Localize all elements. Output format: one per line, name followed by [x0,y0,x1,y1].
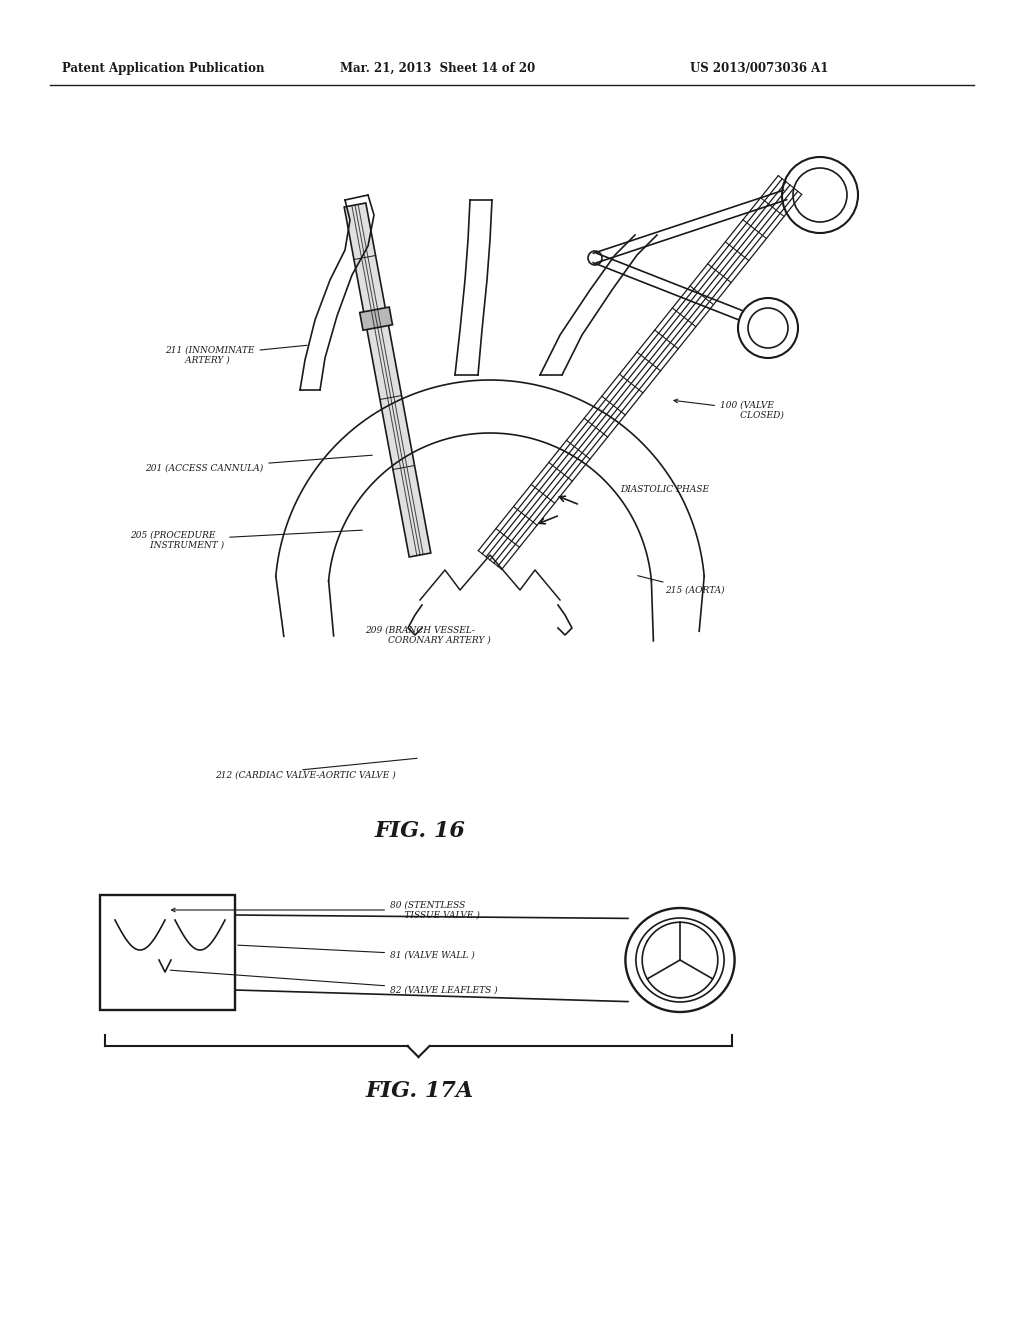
Text: 80 (STENTLESS
     TISSUE VALVE ): 80 (STENTLESS TISSUE VALVE ) [171,900,480,920]
Polygon shape [344,203,431,557]
Text: 81 (VALVE WALL ): 81 (VALVE WALL ) [238,945,475,960]
Text: 211 (INNOMINATE
       ARTERY ): 211 (INNOMINATE ARTERY ) [165,346,307,364]
Text: DIASTOLIC PHASE: DIASTOLIC PHASE [620,486,710,495]
Text: 209 (BRANCH VESSEL-
        CORONARY ARTERY ): 209 (BRANCH VESSEL- CORONARY ARTERY ) [365,626,490,644]
Text: 205 (PROCEDURE
       INSTRUMENT ): 205 (PROCEDURE INSTRUMENT ) [130,531,362,549]
Text: 201 (ACCESS CANNULA): 201 (ACCESS CANNULA) [145,455,373,473]
Text: 212 (CARDIAC VALVE-AORTIC VALVE ): 212 (CARDIAC VALVE-AORTIC VALVE ) [215,771,395,780]
Text: Mar. 21, 2013  Sheet 14 of 20: Mar. 21, 2013 Sheet 14 of 20 [340,62,536,75]
Text: 100 (VALVE
       CLOSED): 100 (VALVE CLOSED) [674,399,784,420]
Text: US 2013/0073036 A1: US 2013/0073036 A1 [690,62,828,75]
Polygon shape [359,308,392,330]
Text: 82 (VALVE LEAFLETS ): 82 (VALVE LEAFLETS ) [170,970,498,994]
Text: FIG. 17A: FIG. 17A [366,1080,474,1102]
Bar [100,895,234,1010]
Text: Patent Application Publication: Patent Application Publication [62,62,264,75]
Text: 215 (AORTA): 215 (AORTA) [638,576,725,594]
Text: FIG. 16: FIG. 16 [375,820,466,842]
